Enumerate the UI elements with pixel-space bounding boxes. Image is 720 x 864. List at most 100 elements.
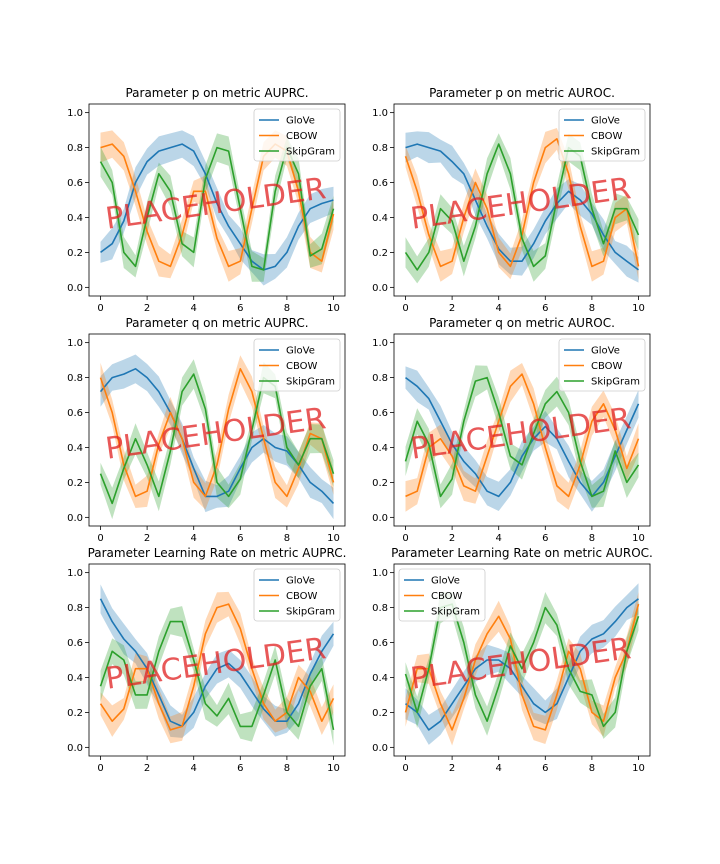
x-tick-label: 10 [327, 533, 340, 544]
band-cbow [100, 130, 334, 282]
band-cbow [405, 363, 639, 512]
x-tick-label: 4 [191, 763, 197, 774]
subplot-5: 0 2 4 6 8 10 0.0 0.2 0.4 0.6 0.8 1.0 Parameter Learn… [67, 546, 346, 774]
x-tick-label: 0 [97, 303, 103, 314]
y-tick-label: 0.0 [372, 283, 388, 294]
legend: GloVe CBOW SkipGram [253, 338, 341, 392]
x-tick-label: 8 [589, 533, 595, 544]
subplot-title: Parameter Learning Rate on metric AUROC. [391, 546, 653, 560]
y-tick-label: 0.0 [67, 283, 83, 294]
legend: GloVe CBOW SkipGram [558, 108, 646, 162]
subplot-3: 0 2 4 6 8 10 0.0 0.2 0.4 0.6 0.8 1.0 Parameter q on … [67, 316, 346, 544]
x-tick-label: 0 [402, 303, 408, 314]
legend-box [253, 568, 341, 622]
band-glove [405, 131, 639, 283]
legend-label-cbow: CBOW [286, 591, 318, 602]
legend-label-glove: GloVe [431, 576, 460, 587]
y-tick-label: 1.0 [67, 108, 83, 119]
y-tick-label: 0.2 [67, 708, 83, 719]
y-tick-label: 0.2 [67, 248, 83, 259]
legend-box [558, 108, 646, 162]
subplot-title: Parameter p on metric AUPRC. [125, 86, 308, 100]
x-tick-label: 0 [97, 763, 103, 774]
line-glove [100, 143, 334, 271]
line-skipgram [99, 146, 335, 271]
y-tick-label: 0.4 [67, 673, 83, 684]
y-tick-label: 0.6 [67, 178, 83, 189]
legend-label-skipgram: SkipGram [591, 377, 640, 388]
x-tick-label: 10 [327, 303, 340, 314]
line-glove [405, 598, 639, 731]
legend-label-skipgram: SkipGram [286, 147, 335, 158]
x-tick-label: 6 [542, 763, 548, 774]
band-cbow [405, 592, 639, 746]
legend-label-skipgram: SkipGram [591, 147, 640, 158]
legend-label-glove: GloVe [591, 116, 620, 127]
band-skipgram [100, 133, 334, 282]
subplot-title: Parameter p on metric AUROC. [429, 86, 615, 100]
legend: GloVe CBOW SkipGram [253, 568, 341, 622]
legend-box [558, 338, 646, 392]
band-skipgram [405, 133, 639, 284]
axes-frame [393, 563, 651, 757]
axes-frame [88, 103, 346, 297]
axes-frame [393, 103, 651, 297]
line-skipgram [404, 376, 640, 498]
band-skipgram [100, 606, 334, 746]
band-glove [100, 584, 334, 738]
x-tick-label: 0 [402, 533, 408, 544]
legend-label-skipgram: SkipGram [286, 377, 335, 388]
subplot-title: Parameter q on metric AUROC. [429, 316, 615, 330]
legend-box [253, 108, 341, 162]
legend-label-glove: GloVe [286, 346, 315, 357]
y-tick-label: 1.0 [67, 338, 83, 349]
line-skipgram [99, 373, 335, 505]
y-tick-label: 0.6 [67, 638, 83, 649]
legend-label-glove: GloVe [286, 116, 315, 127]
x-tick-label: 6 [542, 303, 548, 314]
x-tick-label: 2 [144, 763, 150, 774]
y-tick-label: 0.0 [372, 743, 388, 754]
legend-label-cbow: CBOW [431, 591, 463, 602]
x-tick-label: 4 [496, 303, 502, 314]
x-tick-label: 2 [144, 303, 150, 314]
line-glove [405, 143, 639, 271]
y-tick-label: 1.0 [67, 568, 83, 579]
y-tick-label: 0.6 [372, 178, 388, 189]
x-tick-label: 2 [449, 533, 455, 544]
band-skipgram [405, 591, 639, 739]
x-tick-label: 10 [327, 763, 340, 774]
line-cbow [405, 373, 640, 498]
y-tick-label: 1.0 [372, 338, 388, 349]
x-tick-label: 2 [449, 763, 455, 774]
legend-label-cbow: CBOW [286, 361, 318, 372]
plot-area [99, 584, 335, 746]
line-cbow [100, 143, 335, 268]
y-tick-label: 0.6 [67, 408, 83, 419]
y-tick-label: 0.4 [67, 213, 83, 224]
y-tick-label: 0.2 [372, 708, 388, 719]
axes-frame [393, 333, 651, 527]
y-tick-label: 0.2 [372, 248, 388, 259]
x-tick-label: 0 [402, 763, 408, 774]
band-skipgram [405, 365, 639, 509]
y-tick-label: 0.0 [67, 743, 83, 754]
line-skipgram [99, 620, 335, 731]
y-tick-label: 0.4 [372, 213, 388, 224]
legend-box [253, 338, 341, 392]
y-tick-label: 0.6 [372, 638, 388, 649]
legend-label-cbow: CBOW [591, 131, 623, 142]
subplot-4: 0 2 4 6 8 10 0.0 0.2 0.4 0.6 0.8 1.0 Parameter q on … [372, 316, 651, 544]
x-tick-label: 8 [284, 533, 290, 544]
y-tick-label: 0.8 [67, 373, 83, 384]
y-tick-label: 0.8 [372, 373, 388, 384]
x-tick-label: 6 [237, 763, 243, 774]
legend: GloVe CBOW SkipGram [558, 338, 646, 392]
y-tick-label: 1.0 [372, 108, 388, 119]
x-tick-label: 6 [542, 533, 548, 544]
x-tick-label: 6 [237, 303, 243, 314]
y-tick-label: 0.4 [372, 443, 388, 454]
legend: GloVe CBOW SkipGram [253, 108, 341, 162]
